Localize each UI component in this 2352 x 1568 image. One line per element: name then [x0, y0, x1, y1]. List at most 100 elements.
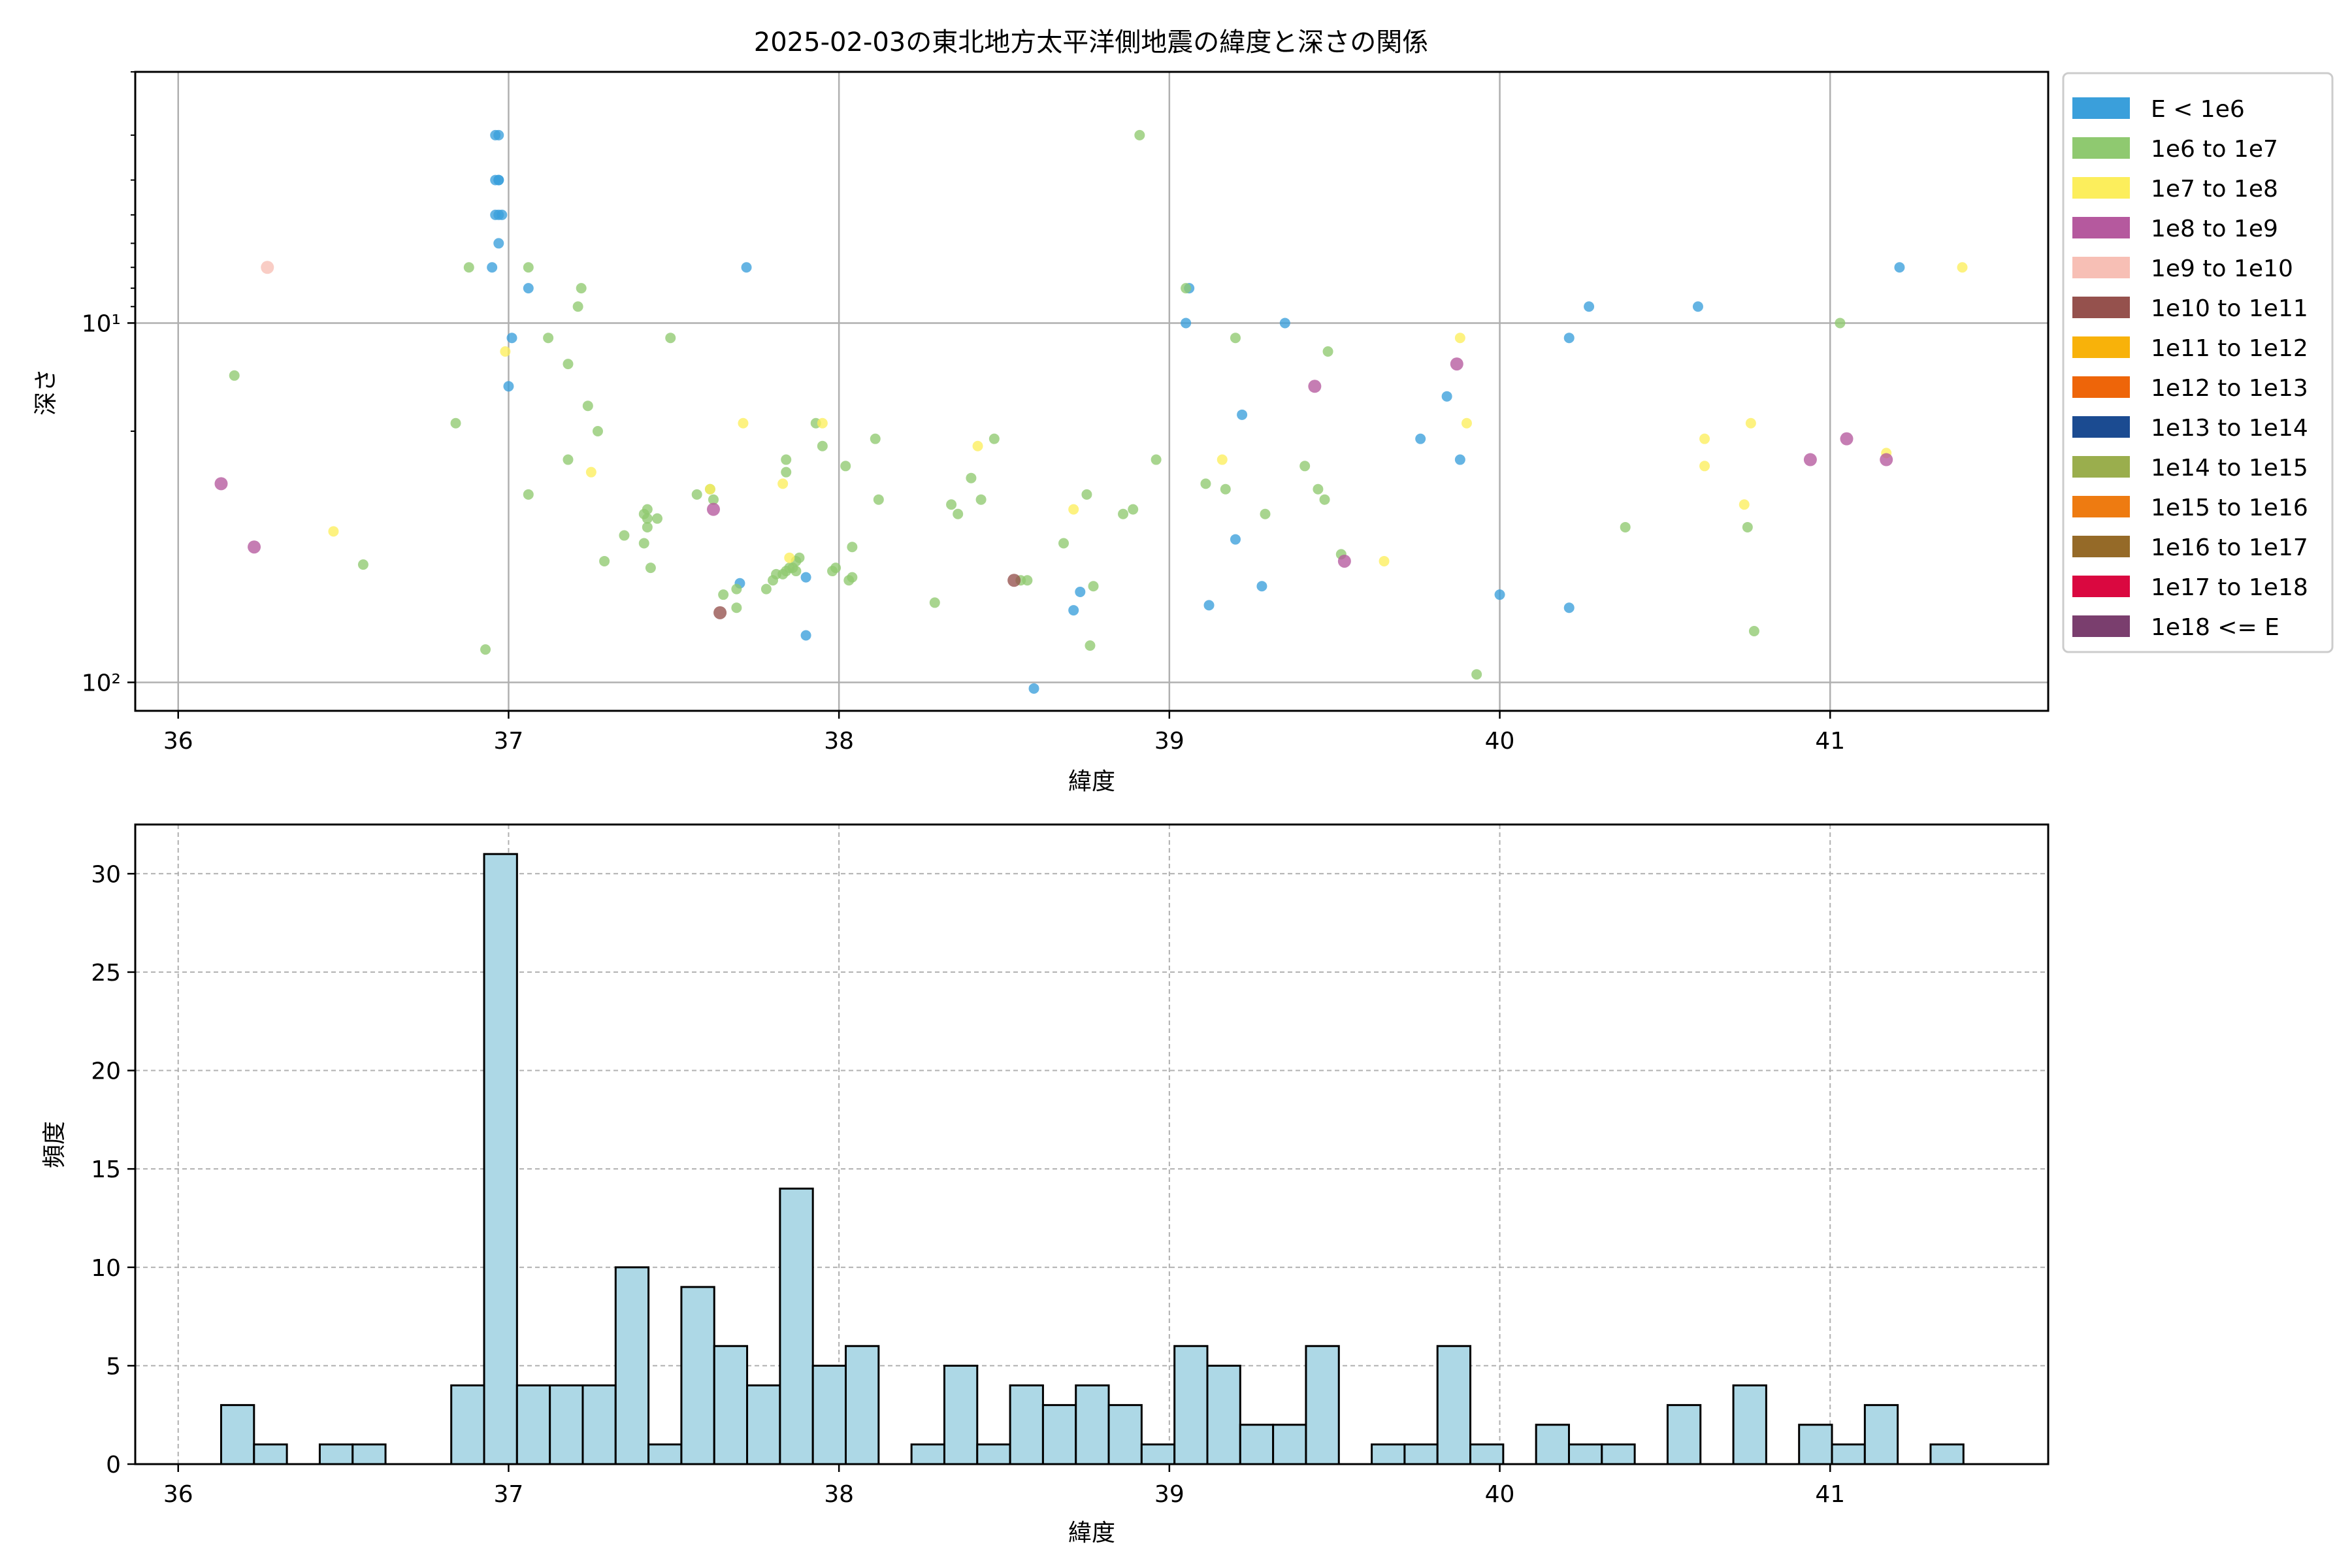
histogram-bar [1567, 1443, 1603, 1465]
scatter-point [1068, 504, 1079, 515]
histogram-x-tick-label: 40 [1485, 1481, 1515, 1508]
scatter-point [1742, 521, 1753, 532]
histogram-bar [943, 1364, 979, 1465]
histogram-bar [1436, 1345, 1472, 1465]
scatter-point [1081, 489, 1092, 500]
histogram-bar [1831, 1443, 1866, 1465]
histogram-bar [680, 1286, 715, 1465]
histogram-bar [220, 1404, 255, 1465]
histogram-bar [811, 1364, 847, 1465]
scatter-title: 2025-02-03の東北地方太平洋側地震の緯度と深さの関係 [754, 27, 1428, 57]
scatter-y-tick-label: 10¹ [82, 310, 121, 337]
legend-items: E < 1e6 1e6 to 1e7 1e7 to 1e8 1e8 to 1e9 1e9… [2072, 96, 2308, 641]
histogram-x-tick-label: 38 [824, 1481, 854, 1508]
histogram-bar [746, 1384, 781, 1465]
histogram-x-tick-label: 37 [494, 1481, 524, 1508]
histogram-bar [1173, 1345, 1209, 1465]
scatter-point [929, 597, 940, 608]
histogram-bar [450, 1384, 485, 1465]
legend-swatch [2072, 376, 2130, 398]
scatter-point [731, 602, 742, 613]
histogram-bar [1041, 1404, 1077, 1465]
scatter-point [665, 333, 676, 344]
legend-swatch [2072, 536, 2130, 557]
scatter-point [1260, 508, 1271, 519]
scatter-point [1379, 555, 1390, 566]
scatter-point [1803, 453, 1817, 466]
legend-swatch [2072, 336, 2130, 358]
scatter-point [619, 530, 630, 541]
scatter-point [1075, 586, 1086, 597]
scatter-point [523, 283, 534, 294]
histogram-bar [713, 1345, 749, 1465]
scatter-point [1894, 262, 1905, 273]
histogram-x-tick-label: 39 [1154, 1481, 1184, 1508]
histogram-y-axis-label: 頻度 [41, 1121, 68, 1168]
scatter-point [1085, 640, 1096, 651]
scatter-point [777, 478, 789, 489]
scatter-point [1230, 534, 1241, 545]
legend-label: 1e16 to 1e17 [2151, 534, 2308, 561]
histogram-y-tick-label: 20 [91, 1058, 121, 1085]
legend-label: 1e8 to 1e9 [2151, 216, 2278, 242]
scatter-x-tick-label: 38 [824, 728, 854, 755]
histogram-bar [779, 1187, 814, 1465]
histogram-bar [581, 1384, 617, 1465]
legend-swatch [2072, 137, 2130, 159]
scatter-point [1454, 333, 1465, 344]
histogram-bar [845, 1345, 880, 1465]
scatter-point [1692, 301, 1703, 312]
histogram-y-tick-label: 25 [91, 960, 121, 987]
scatter-point [1022, 575, 1033, 586]
histogram-bar [1798, 1424, 1833, 1465]
scatter-point [563, 359, 574, 370]
scatter-point [781, 454, 792, 465]
scatter-point [1563, 333, 1575, 344]
scatter-point [1454, 454, 1465, 465]
scatter-x-axis-label: 緯度 [1068, 768, 1115, 795]
scatter-x-tick-label: 39 [1154, 728, 1184, 755]
scatter-point [1319, 494, 1330, 505]
scatter-point [1230, 333, 1241, 344]
scatter-point [1217, 454, 1228, 465]
legend-label: 1e11 to 1e12 [2151, 335, 2308, 362]
scatter-point [847, 542, 858, 553]
histogram-bar [549, 1384, 584, 1465]
scatter-point [585, 466, 596, 478]
scatter-point [1699, 461, 1710, 472]
histogram-bar [1732, 1384, 1767, 1465]
histogram-bar [1140, 1443, 1176, 1465]
legend-label: 1e13 to 1e14 [2151, 415, 2308, 442]
legend-label: 1e14 to 1e15 [2151, 455, 2308, 482]
scatter-point [248, 540, 261, 554]
scatter-point [1835, 318, 1846, 329]
histogram-bar [483, 853, 518, 1465]
scatter-point [503, 381, 514, 392]
scatter-x-tick-label: 40 [1485, 728, 1515, 755]
scatter-point [599, 555, 610, 566]
scatter-point [1128, 504, 1139, 515]
scatter-point [1494, 589, 1505, 600]
histogram-bars [220, 853, 1965, 1465]
scatter-point [1028, 683, 1039, 694]
legend-swatch [2072, 456, 2130, 478]
scatter-point [450, 417, 461, 429]
legend-swatch [2072, 257, 2130, 278]
scatter-point [1313, 483, 1324, 495]
scatter-point [493, 238, 504, 249]
histogram-bar [910, 1443, 945, 1465]
scatter-point [1203, 600, 1215, 611]
scatter-point [873, 494, 884, 505]
scatter-points [214, 129, 1968, 694]
scatter-point [760, 583, 772, 595]
scatter-plot-frame [134, 71, 2050, 712]
scatter-point [652, 513, 663, 524]
scatter-point [576, 283, 587, 294]
histogram-bar [1863, 1404, 1899, 1465]
scatter-point [1699, 433, 1710, 444]
scatter-point [1584, 301, 1595, 312]
scatter-point [870, 433, 881, 444]
scatter-x-tick-label: 37 [494, 728, 524, 755]
scatter-point [523, 489, 534, 500]
scatter-point [592, 426, 603, 437]
